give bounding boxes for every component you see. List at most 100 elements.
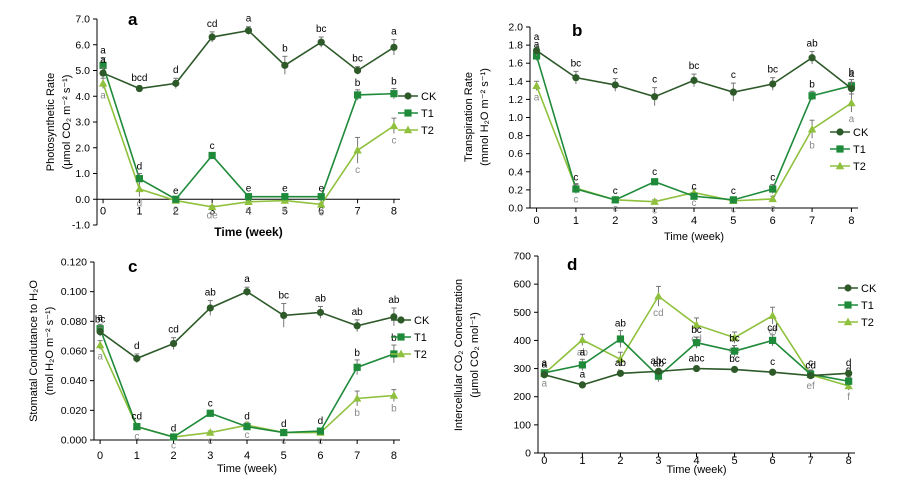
data-point	[390, 313, 398, 321]
data-point	[99, 61, 107, 69]
data-point	[807, 372, 815, 380]
significance-letter: c	[210, 141, 215, 152]
data-point	[730, 333, 739, 341]
y-axis-label: (mmol H₂O m⁻² s⁻¹)	[479, 68, 491, 166]
significance-letter: c	[355, 165, 360, 176]
legend-label: T1	[414, 332, 427, 344]
legend-label: T2	[853, 161, 866, 173]
significance-letter: c	[692, 198, 697, 209]
data-point	[133, 354, 141, 363]
significance-letter: ab	[615, 358, 627, 369]
data-point	[729, 196, 737, 204]
y-tick-label: 4.0	[75, 91, 90, 103]
legend-item-T1: T1	[398, 108, 434, 120]
significance-letter: b	[849, 67, 855, 78]
data-point	[317, 200, 326, 208]
legend-item-CK: CK	[838, 283, 877, 295]
data-point	[768, 336, 777, 345]
x-tick-label: 1	[579, 455, 585, 467]
data-point	[316, 427, 325, 435]
significance-letter: b	[282, 43, 288, 54]
significance-letter: bc	[316, 24, 327, 35]
data-point	[353, 322, 361, 330]
legend-label: T1	[421, 108, 434, 120]
y-tick-label: 3.0	[75, 117, 90, 129]
legend-marker	[403, 125, 413, 134]
significance-letter: b	[809, 140, 815, 151]
x-tick-label: 6	[318, 205, 324, 217]
data-point	[353, 91, 362, 99]
significance-letter: e	[318, 208, 324, 219]
significance-letter: a	[534, 92, 540, 103]
y-tick-label: 0.040	[61, 375, 87, 387]
x-tick-label: 8	[391, 450, 397, 462]
significance-letter: bc	[729, 333, 740, 344]
data-point	[208, 151, 216, 160]
legend-item-T1: T1	[838, 300, 874, 312]
data-point	[206, 304, 214, 312]
legend-label: CK	[421, 91, 437, 103]
data-point	[390, 90, 398, 98]
significance-letter: a	[849, 114, 855, 125]
significance-letter: ab	[615, 319, 627, 330]
y-axis-label: (mol H₂O m⁻² s⁻¹)	[44, 307, 56, 396]
significance-letter: d	[244, 412, 250, 423]
data-point	[572, 185, 580, 193]
data-point	[654, 291, 663, 300]
x-tick-label: 4	[691, 215, 697, 227]
significance-letter: d	[137, 162, 143, 173]
legend-marker	[397, 333, 405, 341]
significance-letter: bc	[689, 61, 700, 72]
data-point	[578, 335, 587, 344]
significance-letter: c	[573, 195, 578, 206]
data-point	[729, 88, 737, 96]
y-tick-label: 700	[513, 251, 531, 263]
series-CK: a bcd d cd a b bc bc a	[99, 14, 398, 93]
y-tick-label: 200	[513, 391, 531, 403]
data-point	[133, 423, 141, 431]
y-tick-label: 0.000	[61, 435, 87, 447]
significance-letter: b	[354, 408, 360, 419]
legend: CK T1 T2	[391, 315, 430, 361]
legend: CK T1 T2	[398, 91, 437, 137]
data-point	[611, 196, 619, 204]
data-point	[690, 192, 698, 200]
data-point	[169, 339, 178, 348]
y-tick-label: 100	[513, 419, 531, 431]
significance-letter: cd	[207, 19, 218, 30]
data-point	[244, 193, 253, 201]
x-tick-label: 3	[655, 455, 661, 467]
significance-letter: cd	[132, 412, 143, 423]
x-tick-label: 0	[533, 215, 539, 227]
y-tick-label: 300	[513, 363, 531, 375]
y-tick-label: 0.0	[75, 194, 90, 206]
x-tick-label: 7	[809, 215, 815, 227]
panel-d: 0 100 200 300 400 500 600 700 0 1 2 3 4 5 6 7 8 Time (wee…	[453, 251, 877, 477]
significance-letter: e	[246, 205, 252, 216]
y-axis-label: (μmol CO₂ mol⁻¹)	[469, 312, 481, 397]
legend-label: CK	[414, 315, 430, 327]
significance-letter: f	[847, 392, 850, 403]
significance-letter: a	[542, 360, 548, 371]
data-point	[281, 61, 289, 69]
panel-label: d	[567, 255, 577, 274]
significance-letter: ab	[315, 294, 327, 305]
significance-letter: c	[692, 182, 697, 193]
significance-letter: cd	[767, 323, 778, 334]
significance-letter: a	[246, 14, 252, 25]
y-tick-label: 0.080	[61, 316, 87, 328]
significance-letter: a	[244, 274, 250, 285]
data-point	[578, 381, 586, 389]
x-tick-label: 6	[770, 215, 776, 227]
significance-letter: c	[808, 358, 813, 369]
legend-item-T1: T1	[830, 144, 866, 156]
x-tick-label: 6	[317, 450, 323, 462]
data-point	[169, 433, 178, 441]
significance-letter: c	[731, 186, 736, 197]
y-axis-label: Stomatal Condutance to H₂O	[28, 280, 40, 422]
data-point	[281, 193, 289, 201]
data-point	[317, 38, 325, 46]
y-tick-label: 1.4	[508, 76, 523, 88]
